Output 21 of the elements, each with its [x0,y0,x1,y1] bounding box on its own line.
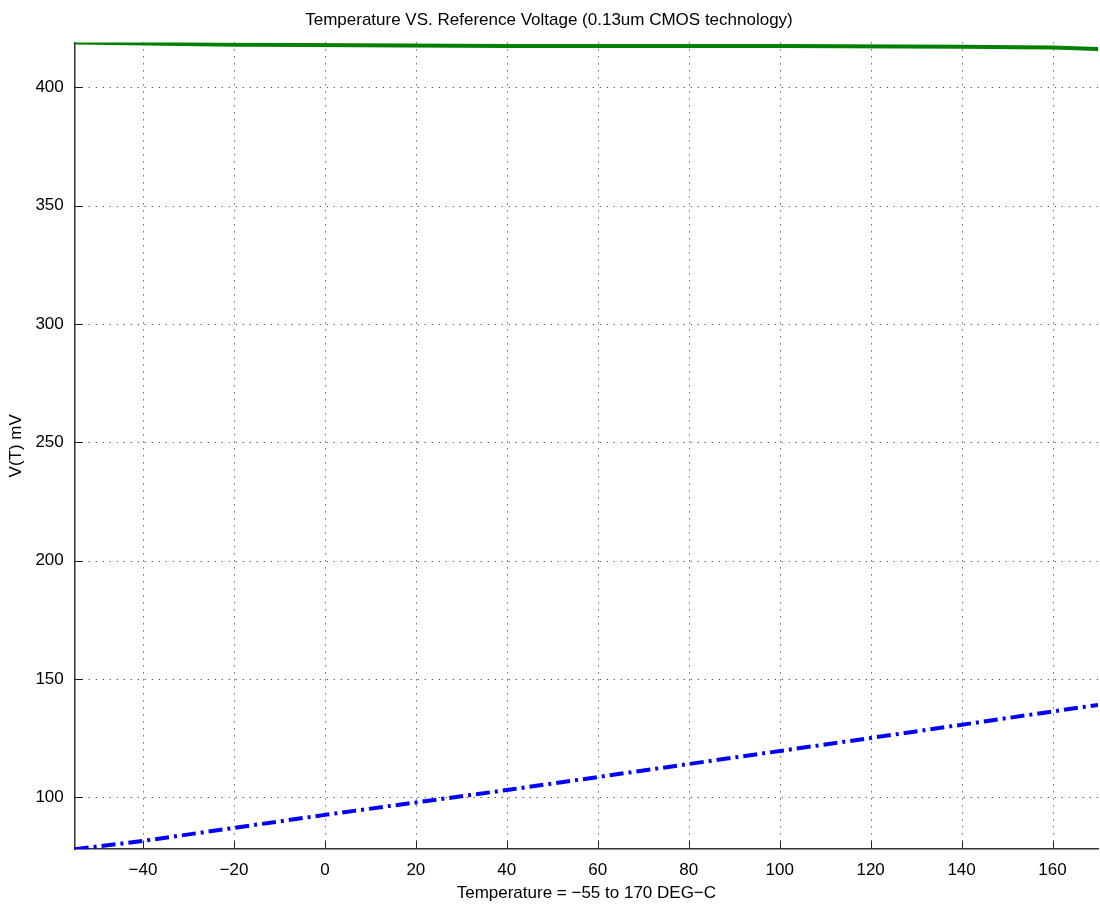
y-tick-label: 400 [35,77,64,97]
y-tick-label: 250 [35,431,64,451]
y-tick-label: 150 [35,668,64,688]
x-tick-label: 20 [406,860,426,880]
x-tick-label: 80 [679,860,699,880]
x-tick-label: 60 [588,860,608,880]
y-tick-label: 300 [35,313,64,333]
x-tick-label: 120 [856,860,885,880]
x-tick-label: 140 [947,860,976,880]
x-tick-label: 100 [765,860,794,880]
chart-title: Temperature VS. Reference Voltage (0.13um CMOS technology) [305,9,793,29]
y-axis-title: V(T) mV [5,413,25,478]
x-axis-title: Temperature = −55 to 170 DEG−C [456,883,717,903]
y-tick-label: 200 [35,550,64,570]
y-tick-label: 100 [35,786,64,806]
x-tick-label: 160 [1038,860,1067,880]
x-tick-label: −20 [219,860,249,880]
x-tick-label: 0 [320,860,330,880]
y-tick-label: 350 [35,195,64,215]
x-tick-label: −40 [128,860,158,880]
x-tick-label: 40 [497,860,517,880]
